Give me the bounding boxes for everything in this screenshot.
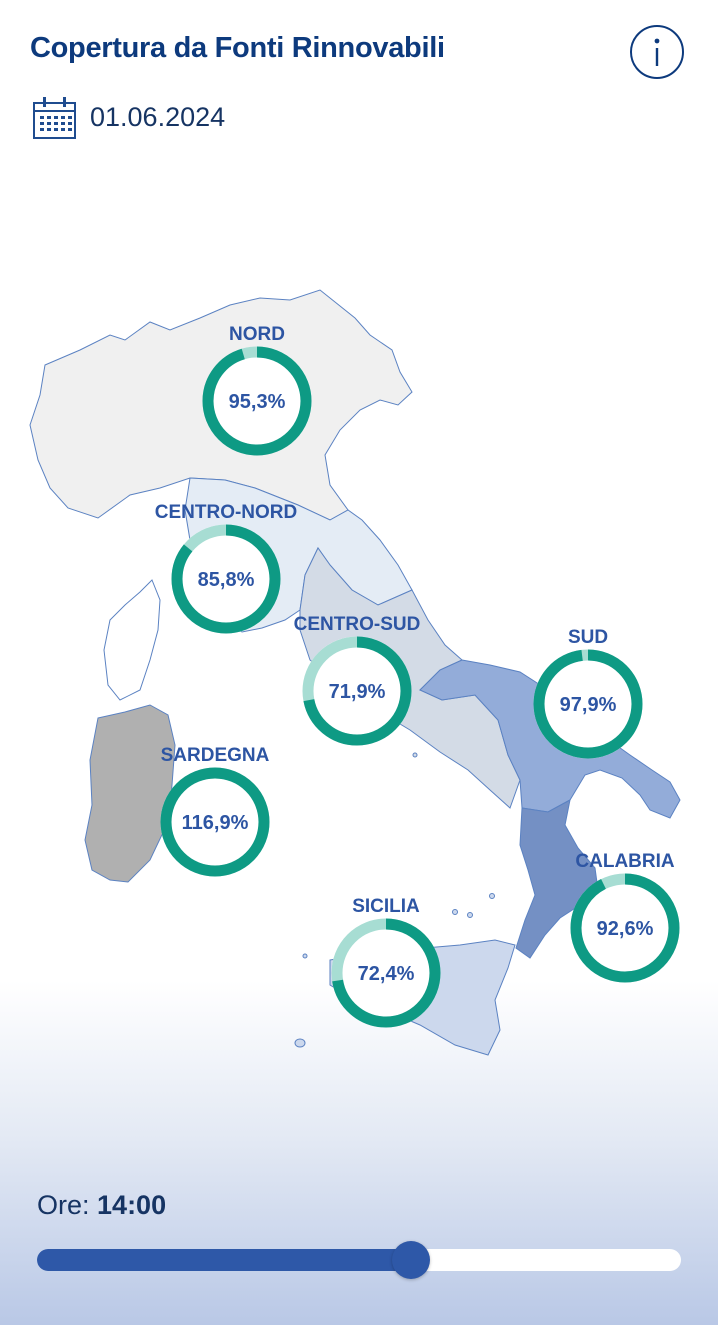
region-widget-centro-nord[interactable]: 85,8% CENTRO-NORD xyxy=(155,502,298,634)
ring-value: 72,4% xyxy=(358,963,415,985)
page-title: Copertura da Fonti Rinnovabili xyxy=(30,32,445,64)
region-label: SICILIA xyxy=(352,896,420,917)
region-label: NORD xyxy=(229,324,285,345)
info-icon xyxy=(654,38,660,66)
ring-value: 85,8% xyxy=(198,569,255,591)
ring-value: 97,9% xyxy=(560,694,617,716)
time-value: 14:00 xyxy=(97,1190,167,1220)
region-label: SUD xyxy=(568,627,608,648)
region-label: CENTRO-SUD xyxy=(294,614,421,635)
map-region-calabria[interactable] xyxy=(515,799,599,959)
ring-background xyxy=(160,767,270,877)
ring-background xyxy=(533,649,643,759)
region-label: CENTRO-NORD xyxy=(155,502,298,523)
region-widget-centro-sud[interactable]: 71,9% CENTRO-SUD xyxy=(294,614,421,746)
ring-progress xyxy=(533,649,643,759)
ring-background xyxy=(171,524,281,634)
ring-background xyxy=(331,918,441,1028)
map-island-corsica xyxy=(103,579,161,701)
ring-progress xyxy=(302,636,412,746)
ring-value: 71,9% xyxy=(329,681,386,703)
time-label: Ore: 14:00 xyxy=(37,1190,166,1221)
region-label: SARDEGNA xyxy=(161,745,270,766)
ring-progress xyxy=(171,524,281,634)
map-region-sardegna[interactable] xyxy=(84,704,176,883)
info-button[interactable] xyxy=(630,25,684,79)
ring-progress xyxy=(570,873,680,983)
slider-thumb[interactable] xyxy=(391,1241,430,1279)
region-widget-nord[interactable]: 95,3% NORD xyxy=(202,324,312,456)
region-label: CALABRIA xyxy=(575,851,674,872)
slider-fill xyxy=(37,1249,411,1271)
region-widget-sud[interactable]: 97,9% SUD xyxy=(533,627,643,759)
region-widget-sardegna[interactable]: 116,9% SARDEGNA xyxy=(160,745,270,877)
ring-background xyxy=(302,636,412,746)
region-widget-calabria[interactable]: 92,6% CALABRIA xyxy=(570,851,680,983)
ring-progress xyxy=(202,346,312,456)
ring-progress xyxy=(331,918,441,1028)
ring-progress xyxy=(160,767,270,877)
ring-value: 95,3% xyxy=(229,391,286,413)
calendar-icon xyxy=(33,97,76,139)
time-label-prefix: Ore: xyxy=(37,1190,90,1220)
ring-background xyxy=(570,873,680,983)
time-slider[interactable] xyxy=(37,1241,681,1279)
date-label[interactable]: 01.06.2024 xyxy=(90,102,226,132)
ring-value: 116,9% xyxy=(182,812,249,834)
ring-background xyxy=(202,346,312,456)
region-widget-sicilia[interactable]: 72,4% SICILIA xyxy=(331,896,441,1028)
ring-value: 92,6% xyxy=(597,918,654,940)
